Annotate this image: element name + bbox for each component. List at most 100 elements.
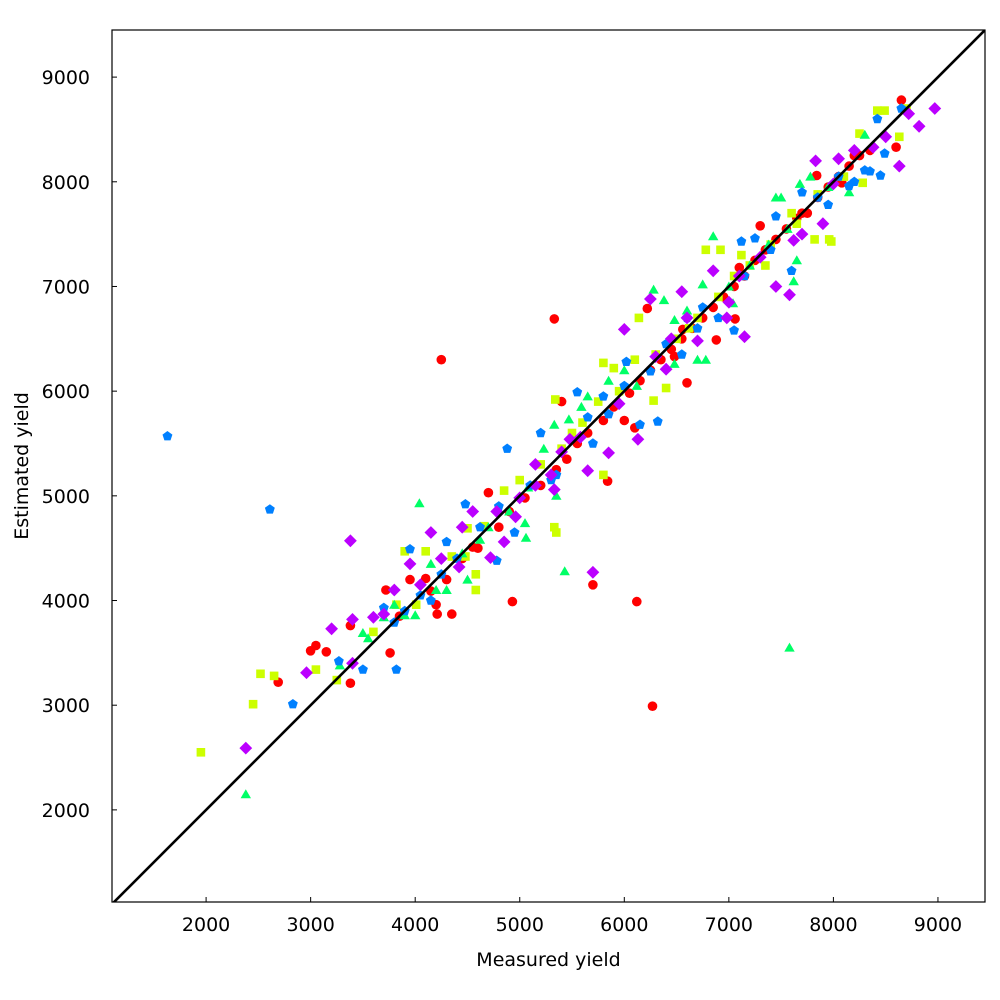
data-point-pentagon [378,602,389,613]
data-point-square [400,547,409,556]
data-point-pentagon [572,387,583,397]
data-point-circle [447,609,457,619]
data-point-triangle [700,354,711,364]
data-point-pentagon [358,664,368,674]
data-point-pentagon [786,265,797,275]
data-point-diamond [452,560,466,574]
data-point-diamond [847,144,861,157]
data-point-pentagon [391,664,402,674]
x-tick-label: 6000 [600,914,648,936]
data-point-pentagon [872,113,883,124]
data-point-diamond [816,217,830,231]
data-point-triangle [425,558,437,568]
x-tick-label: 3000 [286,914,334,936]
data-point-triangle [692,354,703,364]
data-point-circle [730,314,740,324]
data-point-pentagon [162,431,173,441]
data-point-pentagon [750,233,760,243]
data-point-pentagon [879,148,890,158]
data-point-square [421,547,430,556]
data-point-triangle [357,628,369,637]
data-point-square [499,486,509,495]
data-point-diamond [809,154,822,168]
data-point-circle [432,609,443,619]
data-point-pentagon [502,443,513,453]
reference-line-layer [112,30,985,902]
data-point-circle [385,648,395,658]
data-point-pentagon [692,323,703,333]
data-point-square [471,585,481,595]
data-point-pentagon [582,412,593,422]
data-point-diamond [455,520,469,534]
data-point-square [551,395,560,404]
data-point-pentagon [475,522,485,532]
data-point-square [716,245,725,255]
data-point-triangle [669,358,680,368]
data-point-triangle [520,532,532,542]
data-point-circle [494,522,504,532]
data-point-circle [588,580,598,590]
data-point-circle [711,335,722,345]
data-point-diamond [892,159,906,173]
data-point-circle [507,596,518,607]
data-point-square [895,132,904,142]
data-point-square [634,313,644,323]
y-tick-label: 8000 [42,172,90,194]
data-point-diamond [783,288,796,302]
x-tick-label: 9000 [914,914,962,936]
data-point-diamond [344,534,357,548]
data-point-diamond [617,323,631,336]
data-point-circle [755,221,765,231]
data-point-triangle [805,171,816,181]
data-point-triangle [784,642,795,652]
data-point-pentagon [588,438,598,448]
data-point-pentagon [603,409,614,419]
data-point-pentagon [460,499,471,509]
data-point-square [196,748,206,757]
data-point-square [858,178,867,188]
data-point-circle [420,573,431,584]
data-point-diamond [403,557,417,571]
data-point-circle [682,378,692,388]
data-point-diamond [787,234,801,247]
data-point-diamond [706,264,720,278]
data-point-pentagon [849,176,860,186]
data-point-triangle [551,490,562,500]
data-point-triangle [859,129,870,139]
data-point-diamond [529,458,542,471]
data-point-diamond [424,526,438,539]
y-tick-label: 5000 [42,486,90,508]
data-point-square [649,396,658,405]
data-point-diamond [325,622,338,636]
data-point-diamond [555,445,568,459]
data-point-diamond [586,565,600,579]
data-point-square [599,358,608,368]
data-point-square [684,324,694,333]
data-point-triangle [619,365,630,375]
data-point-triangle [603,375,614,385]
data-point-diamond [497,535,511,549]
identity-line [112,30,985,902]
data-point-diamond [631,432,645,446]
data-point-pentagon [729,325,739,335]
data-point-pentagon [736,236,747,246]
data-point-diamond [581,464,595,478]
data-point-square [787,208,796,218]
data-point-circle [647,701,658,711]
x-tick-label: 7000 [705,914,753,936]
y-tick-label: 9000 [42,67,90,89]
data-point-square [614,386,624,396]
data-point-square [471,570,481,579]
data-point-pentagon [441,536,452,547]
data-point-diamond [720,311,734,325]
data-point-square [311,665,321,674]
data-point-square [792,219,802,228]
data-point-pentagon [598,391,609,401]
data-point-pentagon [676,349,687,359]
data-point-square [552,528,561,537]
data-point-circle [619,415,630,426]
data-point-pentagon [635,419,645,429]
data-point-diamond [738,330,751,344]
data-point-square [737,250,746,260]
data-point-pentagon [287,699,298,709]
